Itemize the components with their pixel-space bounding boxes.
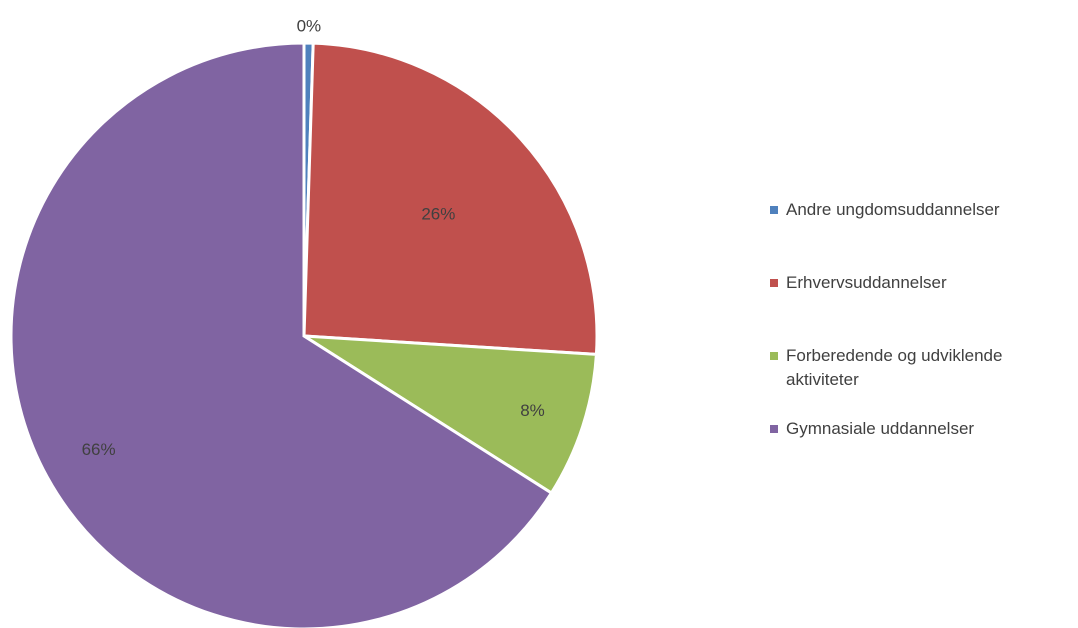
legend-swatch	[770, 279, 778, 287]
legend-item: Forberedende og udviklende aktiviteter	[770, 344, 1070, 417]
legend-swatch	[770, 425, 778, 433]
legend-label: Erhvervsuddannelser	[786, 273, 947, 292]
pie-slice	[302, 41, 599, 356]
legend: Andre ungdomsuddannelser Erhvervsuddanne…	[770, 198, 1070, 441]
data-label: 8%	[520, 401, 545, 420]
data-label: 26%	[421, 205, 455, 224]
pie-slices	[9, 41, 599, 628]
data-label: 66%	[82, 440, 116, 459]
legend-label: Andre ungdomsuddannelser	[786, 200, 1000, 219]
legend-item: Erhvervsuddannelser	[770, 271, 1070, 344]
data-label: 0%	[297, 16, 322, 35]
legend-label: Forberedende og udviklende aktiviteter	[786, 346, 1003, 389]
pie-slice	[9, 41, 554, 628]
legend-swatch	[770, 206, 778, 214]
legend-item: Gymnasiale uddannelser	[770, 417, 1070, 441]
pie-slice	[303, 334, 599, 496]
legend-item: Andre ungdomsuddannelser	[770, 198, 1070, 271]
legend-label: Gymnasiale uddannelser	[786, 419, 975, 438]
pie-data-labels: 0% 26% 8% 66%	[82, 16, 545, 458]
legend-swatch	[770, 352, 778, 360]
